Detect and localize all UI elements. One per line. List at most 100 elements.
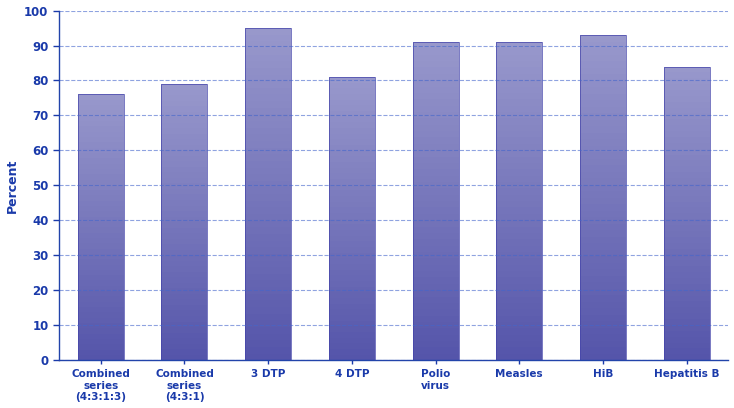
- Bar: [664, 278, 710, 284]
- Bar: [496, 42, 542, 360]
- Bar: [496, 188, 542, 195]
- Bar: [413, 42, 459, 49]
- Bar: [413, 118, 459, 125]
- Bar: [664, 125, 710, 131]
- Bar: [329, 304, 375, 309]
- Bar: [78, 174, 124, 180]
- Bar: [329, 173, 375, 179]
- Bar: [245, 247, 291, 254]
- Bar: [496, 150, 542, 157]
- Bar: [78, 169, 124, 174]
- Bar: [413, 125, 459, 131]
- Bar: [413, 233, 459, 239]
- Bar: [78, 137, 124, 142]
- Bar: [580, 35, 626, 42]
- Bar: [161, 294, 208, 299]
- Bar: [245, 121, 291, 128]
- Bar: [78, 233, 124, 238]
- Bar: [161, 344, 208, 349]
- Bar: [245, 75, 291, 81]
- Bar: [245, 174, 291, 181]
- Bar: [664, 72, 710, 78]
- Bar: [78, 180, 124, 185]
- Bar: [329, 309, 375, 315]
- Bar: [245, 287, 291, 294]
- Bar: [664, 202, 710, 208]
- Bar: [413, 137, 459, 144]
- Bar: [413, 214, 459, 220]
- Bar: [580, 159, 626, 165]
- Bar: [245, 300, 291, 307]
- Bar: [496, 290, 542, 297]
- Bar: [580, 152, 626, 159]
- Bar: [580, 341, 626, 347]
- Bar: [413, 195, 459, 201]
- Bar: [413, 348, 459, 354]
- Bar: [161, 178, 208, 184]
- Bar: [161, 228, 208, 233]
- Bar: [664, 172, 710, 178]
- Bar: [413, 86, 459, 93]
- Y-axis label: Percent: Percent: [6, 158, 18, 213]
- Bar: [413, 157, 459, 163]
- Bar: [161, 333, 208, 338]
- Bar: [413, 316, 459, 322]
- Bar: [580, 211, 626, 217]
- Bar: [580, 276, 626, 282]
- Bar: [664, 243, 710, 248]
- Bar: [329, 253, 375, 258]
- Bar: [78, 211, 124, 217]
- Bar: [580, 197, 626, 204]
- Bar: [78, 190, 124, 195]
- Bar: [161, 266, 208, 272]
- Bar: [161, 128, 208, 134]
- Bar: [664, 137, 710, 143]
- Bar: [496, 208, 542, 214]
- Bar: [496, 42, 542, 49]
- Bar: [329, 156, 375, 162]
- Bar: [664, 237, 710, 243]
- Bar: [78, 164, 124, 169]
- Bar: [664, 213, 710, 219]
- Bar: [496, 61, 542, 67]
- Bar: [496, 226, 542, 233]
- Bar: [78, 254, 124, 259]
- Bar: [329, 190, 375, 196]
- Bar: [245, 168, 291, 174]
- Bar: [78, 126, 124, 132]
- Bar: [245, 35, 291, 41]
- Bar: [245, 201, 291, 207]
- Bar: [245, 128, 291, 134]
- Bar: [329, 321, 375, 326]
- Bar: [580, 347, 626, 354]
- Bar: [78, 264, 124, 270]
- Bar: [245, 254, 291, 261]
- Bar: [580, 55, 626, 61]
- Bar: [580, 191, 626, 197]
- Bar: [664, 131, 710, 137]
- Bar: [78, 355, 124, 360]
- Bar: [329, 337, 375, 343]
- Bar: [245, 108, 291, 114]
- Bar: [496, 201, 542, 208]
- Bar: [161, 134, 208, 139]
- Bar: [580, 263, 626, 269]
- Bar: [413, 277, 459, 284]
- Bar: [664, 219, 710, 225]
- Bar: [496, 258, 542, 265]
- Bar: [329, 235, 375, 241]
- Bar: [161, 222, 208, 228]
- Bar: [664, 184, 710, 190]
- Bar: [496, 233, 542, 239]
- Bar: [161, 244, 208, 250]
- Bar: [413, 258, 459, 265]
- Bar: [413, 99, 459, 106]
- Bar: [329, 122, 375, 128]
- Bar: [413, 131, 459, 137]
- Bar: [161, 327, 208, 333]
- Bar: [413, 322, 459, 328]
- Bar: [664, 149, 710, 155]
- Bar: [329, 275, 375, 281]
- Bar: [78, 339, 124, 344]
- Bar: [496, 297, 542, 303]
